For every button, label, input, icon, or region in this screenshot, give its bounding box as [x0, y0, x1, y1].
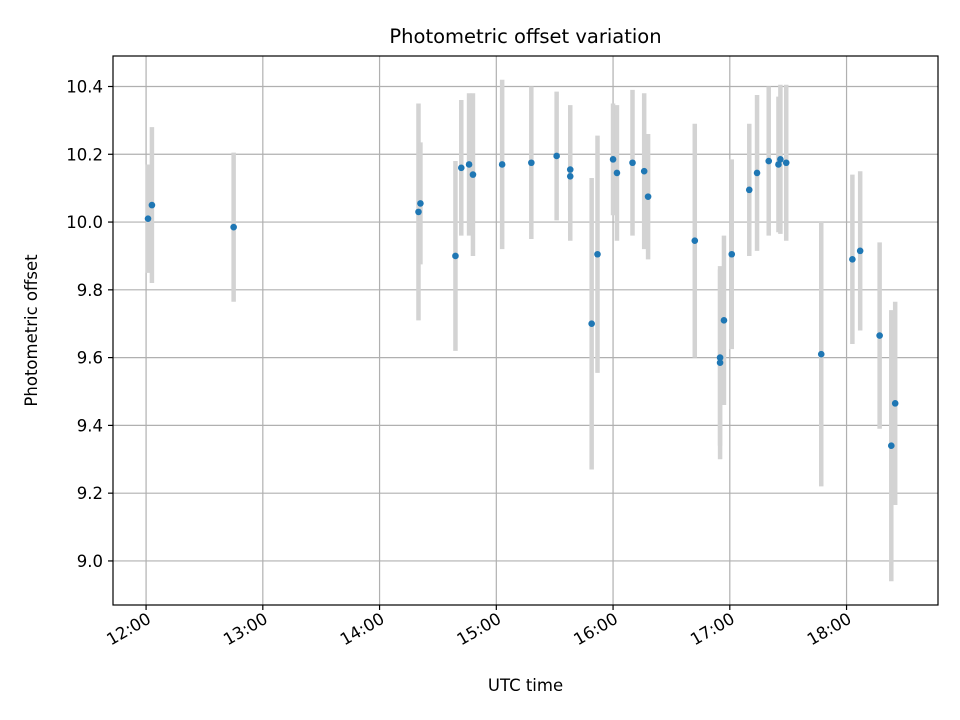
data-point [716, 354, 724, 361]
y-tick-label: 9.2 [77, 484, 103, 503]
data-point [888, 442, 895, 450]
data-point [644, 193, 652, 200]
plot-frame [112, 55, 939, 606]
data-point [629, 159, 636, 167]
x-tick-label: 17:00 [687, 609, 738, 649]
x-axis-label: UTC time [488, 676, 563, 695]
data-point [765, 157, 773, 165]
data-point [469, 171, 477, 178]
y-tick-label: 9.4 [77, 416, 103, 435]
x-tick-label: 18:00 [804, 609, 855, 649]
x-tick-label: 13:00 [220, 609, 271, 649]
data-point [230, 223, 237, 231]
data-point [745, 186, 753, 194]
data-point [876, 332, 883, 339]
grid-layer [113, 56, 938, 605]
y-axis-label: Photometric offset [22, 254, 41, 407]
data-point [728, 250, 736, 258]
y-tick-label: 9.8 [77, 281, 103, 300]
point-layer [144, 152, 899, 450]
x-tick-label: 16:00 [570, 609, 621, 649]
data-point [457, 164, 465, 172]
data-point [720, 317, 728, 324]
data-point [777, 156, 784, 163]
y-tick-label: 10.2 [66, 145, 103, 164]
data-point [148, 201, 156, 209]
data-point [775, 161, 782, 168]
errorbar-layer [145, 79, 898, 582]
data-point [691, 237, 699, 244]
x-tick-label: 12:00 [103, 609, 154, 649]
data-point [716, 359, 724, 366]
data-point [566, 166, 574, 173]
data-point [417, 200, 424, 207]
y-tick-label: 10.0 [66, 213, 103, 232]
chart-title: Photometric offset variation [389, 25, 661, 48]
data-point [613, 169, 621, 177]
data-point [588, 320, 595, 328]
data-point [498, 161, 506, 168]
data-point [856, 247, 864, 255]
data-point [782, 159, 790, 167]
data-point [849, 256, 856, 263]
data-point [817, 350, 825, 358]
data-point [465, 161, 473, 168]
data-point [566, 173, 574, 180]
x-tick-label: 14:00 [337, 609, 388, 649]
data-point [452, 252, 459, 260]
data-point [528, 159, 535, 167]
data-point [553, 152, 560, 160]
x-tick-label: 15:00 [454, 609, 505, 649]
data-point [640, 167, 648, 175]
data-point [594, 250, 601, 258]
data-point [609, 156, 617, 163]
y-tick-label: 9.0 [77, 552, 103, 571]
y-tick-label: 9.6 [77, 349, 103, 368]
data-point [753, 169, 761, 177]
data-point [891, 400, 899, 407]
data-point [144, 215, 152, 222]
y-tick-label: 10.4 [66, 78, 103, 97]
data-point [415, 208, 422, 216]
